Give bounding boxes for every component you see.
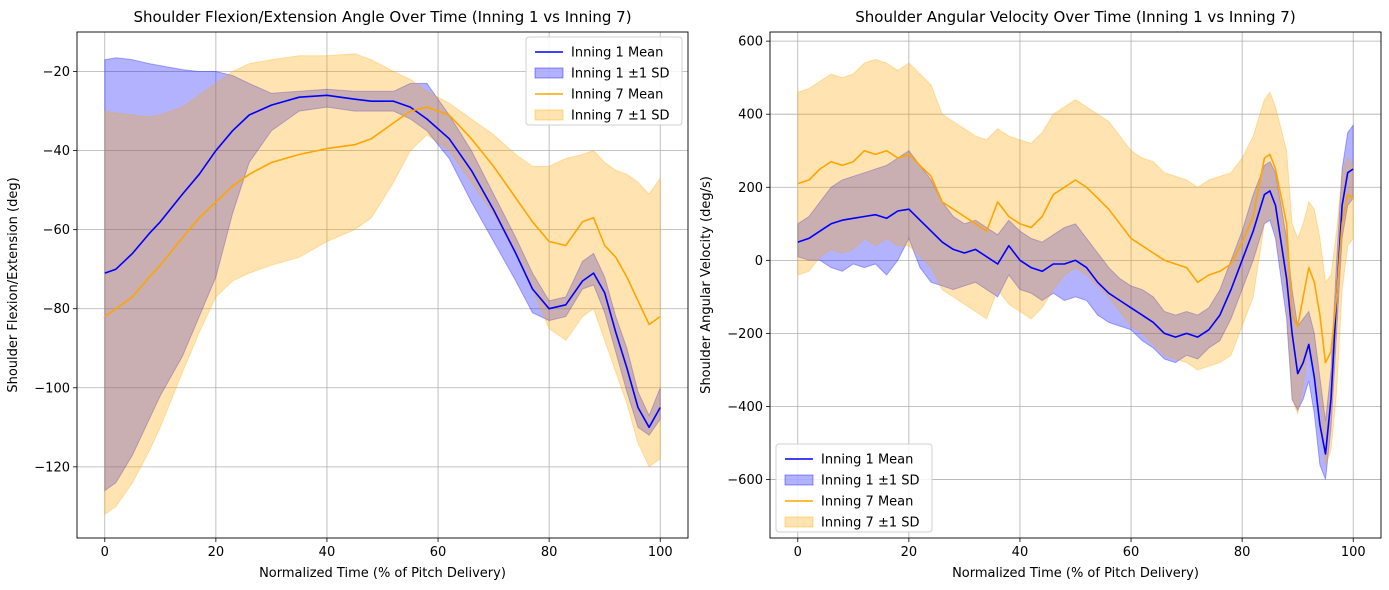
- angle-legend-box: [525, 36, 683, 126]
- angle-axes-frame: [76, 31, 689, 539]
- velocity-legend-label-1: Inning 1 ±1 SD: [821, 474, 920, 489]
- velocity-xtick-label-3: 60: [1123, 545, 1140, 560]
- velocity-ytick-label-3: 0: [755, 254, 763, 269]
- velocity-ytick-label-5: 400: [738, 108, 763, 123]
- angle-legend-swatch-3: [534, 109, 564, 121]
- angle-legend-label-2: Inning 7 Mean: [571, 88, 663, 103]
- velocity-legend-label-3: Inning 7 ±1 SD: [821, 516, 920, 531]
- velocity-legend: Inning 1 Mean Inning 1 ±1 SD Inning 7 Mean…: [775, 443, 933, 533]
- velocity-band-inning7: [797, 58, 1354, 466]
- velocity-ytick-label-4: 200: [738, 181, 763, 196]
- angle-xtick-label-5: 100: [648, 545, 673, 560]
- velocity-ylabel: Shoulder Angular Velocity (deg/s): [699, 176, 714, 394]
- velocity-legend-label-2: Inning 7 Mean: [821, 495, 913, 510]
- velocity-title: Shoulder Angular Velocity Over Time (Inn…: [855, 8, 1295, 26]
- velocity-xtick-label-1: 20: [901, 545, 918, 560]
- plot-velocity: 0 20 40 60 80 100 −600 −400 −200 0 200 400 600 Should…: [699, 8, 1382, 581]
- velocity-legend-swatch-1: [784, 474, 814, 486]
- angle-band-inning7: [104, 53, 661, 516]
- velocity-plot-area: [797, 58, 1354, 480]
- angle-ytick-label-1: −100: [34, 381, 70, 396]
- velocity-ytick-label-6: 600: [738, 35, 763, 50]
- angle-legend-label-0: Inning 1 Mean: [571, 46, 663, 61]
- angle-ytick-label-3: −60: [43, 223, 70, 238]
- angle-ytick-label-0: −120: [34, 460, 70, 475]
- angle-band-inning1: [104, 57, 661, 492]
- angle-xtick-label-2: 40: [319, 545, 336, 560]
- velocity-line-inning1: [797, 168, 1354, 455]
- angle-title: Shoulder Flexion/Extension Angle Over Ti…: [133, 8, 631, 26]
- velocity-xtick-label-5: 100: [1341, 545, 1366, 560]
- velocity-line-inning7: [797, 149, 1354, 364]
- angle-line-inning1: [104, 94, 661, 429]
- velocity-legend-box: [775, 443, 933, 533]
- velocity-xtick-label-4: 80: [1234, 545, 1251, 560]
- angle-xtick-label-0: 0: [101, 545, 109, 560]
- angle-xtick-label-3: 60: [430, 545, 447, 560]
- velocity-ytick-label-2: −200: [727, 327, 763, 342]
- velocity-xlabel: Normalized Time (% of Pitch Delivery): [952, 566, 1199, 581]
- velocity-axes-frame: [769, 31, 1382, 539]
- velocity-ytick-label-0: −600: [727, 473, 763, 488]
- plot-angle: 0 20 40 60 80 100 −120 −100 −80 −60 −40 −20 Shoulder…: [6, 8, 689, 581]
- velocity-xtick-label-2: 40: [1012, 545, 1029, 560]
- angle-ytick-label-2: −80: [43, 302, 70, 317]
- velocity-legend-label-0: Inning 1 Mean: [821, 453, 913, 468]
- velocity-xtick-label-0: 0: [794, 545, 802, 560]
- angle-xtick-label-4: 80: [541, 545, 558, 560]
- angle-ylabel: Shoulder Flexion/Extension (deg): [6, 177, 21, 392]
- angle-xlabel: Normalized Time (% of Pitch Delivery): [259, 566, 506, 581]
- angle-legend-swatch-1: [534, 67, 564, 79]
- angle-legend-label-3: Inning 7 ±1 SD: [571, 109, 670, 124]
- angle-legend: Inning 1 Mean Inning 1 ±1 SD Inning 7 Mean…: [525, 36, 683, 126]
- velocity-ytick-label-1: −400: [727, 400, 763, 415]
- angle-plot-area: [104, 53, 661, 516]
- angle-legend-label-1: Inning 1 ±1 SD: [571, 67, 670, 82]
- angle-ytick-label-5: −20: [43, 65, 70, 80]
- angle-xtick-label-1: 20: [208, 545, 225, 560]
- angle-line-inning7: [104, 106, 661, 326]
- angle-ytick-label-4: −40: [43, 144, 70, 159]
- velocity-legend-swatch-3: [784, 516, 814, 528]
